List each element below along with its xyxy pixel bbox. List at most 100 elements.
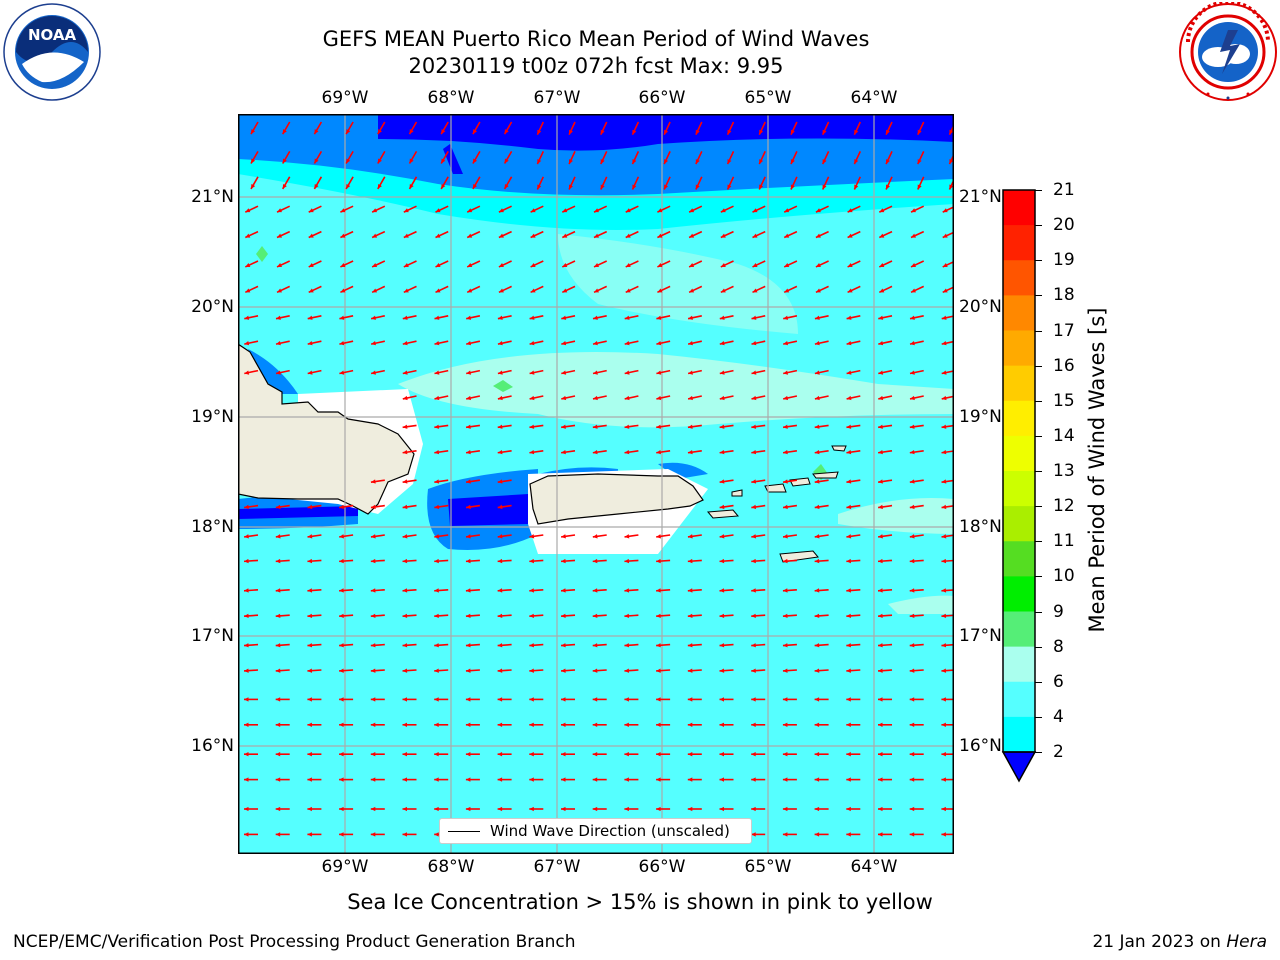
wind-wave-arrowhead: [435, 288, 441, 293]
lat-label-right: 17°N: [959, 626, 1002, 646]
wind-wave-arrowhead: [751, 832, 756, 837]
wind-wave-arrowhead: [409, 183, 414, 189]
wind-wave-arrowhead: [720, 233, 726, 238]
wind-wave-arrowhead: [434, 613, 439, 619]
wind-wave-arrowhead: [656, 697, 661, 702]
wind-wave-arrowhead: [561, 722, 566, 727]
wind-wave-arrowhead: [814, 315, 820, 320]
wind-wave-arrowhead: [339, 777, 344, 782]
wind-wave-arrowhead: [276, 341, 281, 346]
lat-label-left: 20°N: [191, 297, 234, 317]
wind-wave-arrowhead: [783, 341, 789, 346]
wind-wave-arrowhead: [497, 777, 503, 782]
wind-wave-arrowhead: [370, 832, 376, 837]
wind-wave-arrowhead: [782, 643, 788, 648]
wind-wave-arrowhead: [942, 288, 948, 293]
wind-wave-arrowhead: [656, 424, 661, 429]
wind-wave-arrowhead: [822, 184, 827, 190]
wind-wave-arrowhead: [751, 504, 757, 510]
wind-wave-arrowhead: [909, 697, 915, 702]
wind-wave-arrowhead: [372, 263, 378, 267]
wind-wave-arrowhead: [372, 233, 378, 238]
wind-wave-arrowhead: [244, 777, 249, 782]
wind-wave-arrowhead: [625, 288, 631, 293]
wind-wave-arrowhead: [466, 370, 472, 375]
wind-wave-arrowhead: [562, 288, 568, 293]
colorbar-tick-label: 2: [1053, 742, 1064, 762]
wind-wave-arrowhead: [759, 159, 764, 165]
wind-wave-arrowhead: [529, 395, 535, 401]
colorbar-block: [1003, 435, 1035, 472]
wind-wave-arrowhead: [815, 208, 821, 213]
wind-wave-arrowhead: [498, 208, 504, 213]
wind-wave-arrowhead: [664, 129, 669, 135]
wind-wave-arrowhead: [846, 722, 851, 727]
wind-wave-arrowhead: [846, 395, 852, 401]
lon-label-top: 64°W: [850, 88, 898, 108]
wind-wave-arrowhead: [687, 722, 693, 727]
wind-wave-arrowhead: [244, 534, 249, 539]
wind-wave-arrowhead: [879, 263, 885, 267]
wind-wave-arrowhead: [370, 752, 376, 757]
wind-wave-arrowhead: [307, 315, 313, 320]
wind-wave-arrowhead: [561, 449, 566, 455]
colorbar-block: [1003, 506, 1035, 542]
wind-wave-arrowhead: [504, 158, 509, 164]
wind-wave-arrowhead: [917, 159, 922, 165]
colorbar-block: [1003, 225, 1035, 261]
wind-wave-arrowhead: [752, 208, 758, 213]
wind-wave-arrowhead: [917, 184, 922, 190]
wind-wave-arrowhead: [949, 129, 954, 135]
wind-wave-arrowhead: [561, 315, 567, 320]
wind-wave-arrowhead: [275, 806, 281, 812]
wind-wave-arrowhead: [592, 722, 598, 727]
wind-wave-arrowhead: [815, 263, 821, 267]
wind-wave-arrowhead: [275, 777, 281, 782]
wind-wave-arrowhead: [719, 722, 725, 727]
wind-wave-arrowhead: [784, 263, 790, 267]
wind-wave-arrowhead: [719, 370, 725, 375]
wind-wave-arrowhead: [783, 424, 788, 429]
wind-wave-arrowhead: [434, 424, 440, 429]
wind-wave-arrowhead: [434, 722, 439, 727]
wind-wave-arrowhead: [497, 424, 503, 429]
wind-wave-arrowhead: [244, 558, 249, 564]
noaa-logo-text: NOAA: [28, 26, 77, 44]
wind-wave-arrowhead: [687, 668, 693, 673]
lat-label-left: 21°N: [191, 187, 234, 207]
wind-wave-arrowhead: [307, 341, 313, 346]
wind-wave-arrowhead: [339, 370, 345, 375]
colorbar-tick: [1035, 681, 1042, 683]
wind-wave-arrowhead: [941, 534, 947, 539]
wind-wave-arrowhead: [846, 341, 852, 346]
wind-wave-arrowhead: [815, 288, 821, 293]
wind-wave-arrowhead: [624, 697, 629, 702]
wind-wave-arrowhead: [275, 534, 281, 539]
wind-wave-arrowhead: [847, 263, 853, 267]
wind-wave-arrowhead: [719, 752, 725, 757]
land-virgin-islands: [764, 483, 787, 493]
wind-wave-arrowhead: [435, 263, 441, 267]
wind-wave-arrowhead: [307, 777, 312, 782]
wind-wave-arrowhead: [719, 341, 725, 346]
wind-wave-arrowhead: [561, 752, 566, 757]
wind-wave-arrowhead: [402, 752, 408, 757]
wind-wave-arrowhead: [942, 233, 948, 238]
footer-date-text: 21 Jan 2023 on: [1092, 932, 1227, 952]
wind-wave-arrowhead: [465, 588, 471, 593]
wind-wave-arrowhead: [403, 263, 409, 267]
wind-wave-arrowhead: [878, 558, 883, 564]
colorbar-tick: [1035, 190, 1042, 191]
wind-wave-arrowhead: [529, 341, 535, 346]
lon-label-top: 69°W: [321, 88, 369, 108]
wind-wave-arrowhead: [529, 558, 534, 564]
wind-wave-arrowhead: [275, 722, 281, 727]
wind-wave-arrowhead: [942, 208, 948, 213]
wind-wave-arrowhead: [569, 159, 573, 165]
wind-wave-arrowhead: [561, 424, 566, 429]
wind-wave-arrowhead: [911, 263, 917, 267]
wind-wave-arrowhead: [434, 449, 440, 455]
colorbar-tick-label: 12: [1053, 496, 1075, 517]
colorbar-tick: [1035, 225, 1042, 227]
wind-wave-arrowhead: [878, 449, 883, 455]
